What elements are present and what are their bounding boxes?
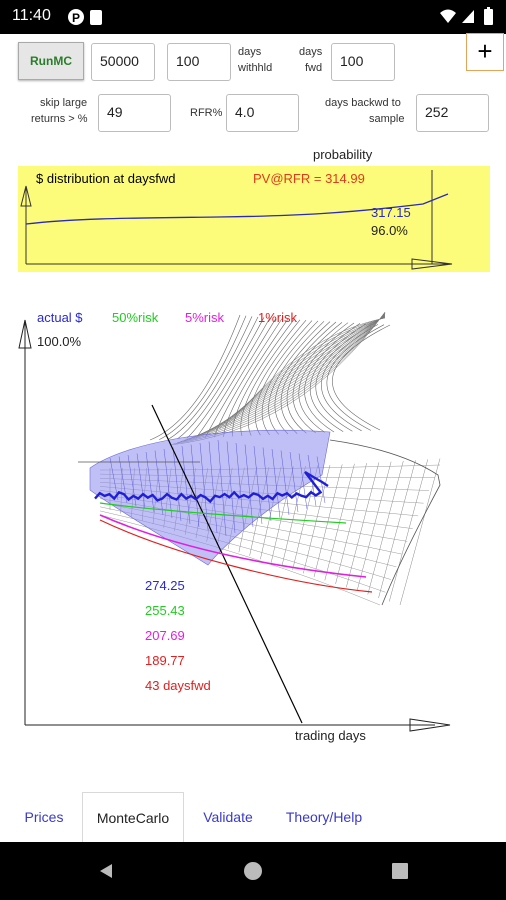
pv-label: PV@RFR = 314.99 bbox=[253, 171, 365, 186]
legend-actual: actual $ bbox=[37, 310, 83, 325]
blue-hatch-lines bbox=[109, 439, 326, 537]
days-withheld-input[interactable]: 100 bbox=[167, 43, 231, 81]
system-icons bbox=[440, 7, 493, 25]
days-fwd-input[interactable]: 100 bbox=[331, 43, 395, 81]
actual-price-line bbox=[94, 470, 329, 504]
days-withheld-label-1: days bbox=[238, 46, 262, 58]
risk-50-curve bbox=[99, 502, 347, 524]
status-time: 11:40 bbox=[12, 7, 51, 24]
home-icon[interactable] bbox=[244, 862, 262, 880]
add-button[interactable]: + bbox=[466, 33, 504, 71]
days-fwd-label-1: days bbox=[299, 46, 323, 58]
tab-validate[interactable]: Validate bbox=[203, 809, 253, 825]
legend-50risk: 50%risk bbox=[112, 310, 159, 325]
value-1risk: 189.77 bbox=[145, 653, 185, 668]
nav-icons bbox=[100, 862, 408, 880]
risk-1-curve bbox=[99, 519, 373, 593]
upper-mesh-surface bbox=[149, 311, 391, 446]
days-withheld-label-2: withhld bbox=[238, 62, 273, 74]
distribution-panel: $ distribution at daysfwd PV@RFR = 314.9… bbox=[18, 166, 490, 272]
legend-1risk: 1%risk bbox=[258, 310, 298, 325]
skip-label-2: returns > % bbox=[31, 113, 88, 125]
run-mc-button[interactable]: RunMC bbox=[18, 42, 84, 80]
days-backwd-label-2: sample bbox=[369, 113, 405, 125]
distribution-curve bbox=[20, 170, 453, 270]
blue-distribution-shade bbox=[89, 430, 331, 566]
tab-theory-help[interactable]: Theory/Help bbox=[285, 809, 363, 825]
back-icon[interactable] bbox=[100, 864, 112, 878]
distribution-title: $ distribution at daysfwd bbox=[36, 171, 176, 186]
days-fwd-value: 43 daysfwd bbox=[145, 678, 211, 693]
value-5risk: 207.69 bbox=[145, 628, 185, 643]
distribution-value: 317.15 bbox=[371, 205, 411, 220]
rfr-label: RFR% bbox=[190, 107, 223, 119]
legend-5risk: 5%risk bbox=[185, 310, 225, 325]
probability-label: probability bbox=[313, 147, 373, 162]
x-axis-label: trading days bbox=[295, 728, 366, 743]
rfr-input[interactable]: 4.0 bbox=[226, 94, 299, 132]
svg-text:P: P bbox=[72, 11, 80, 25]
recents-icon[interactable] bbox=[392, 863, 408, 879]
notification-icons: P bbox=[68, 9, 102, 25]
days-fwd-label-2: fwd bbox=[305, 62, 323, 74]
amount-input[interactable]: 50000 bbox=[91, 43, 155, 81]
skip-label-1: skip large bbox=[40, 97, 88, 109]
days-backwd-label-1: days backwd to bbox=[325, 97, 401, 109]
risk-5-curve bbox=[99, 514, 367, 578]
tab-prices[interactable]: Prices bbox=[24, 809, 64, 825]
value-actual: 274.25 bbox=[145, 578, 185, 593]
skip-returns-input[interactable]: 49 bbox=[98, 94, 171, 132]
days-backwd-input[interactable]: 252 bbox=[416, 94, 489, 132]
tab-montecarlo[interactable]: MonteCarlo bbox=[82, 792, 184, 842]
montecarlo-chart bbox=[18, 311, 451, 732]
navigation-bar bbox=[0, 842, 506, 900]
value-50risk: 255.43 bbox=[145, 603, 185, 618]
status-bar: 11:40 P bbox=[0, 0, 506, 34]
tab-bar: Prices MonteCarlo Validate Theory/Help bbox=[0, 792, 506, 842]
top-percent-label: 100.0% bbox=[37, 334, 82, 349]
distribution-percent: 96.0% bbox=[371, 223, 408, 238]
